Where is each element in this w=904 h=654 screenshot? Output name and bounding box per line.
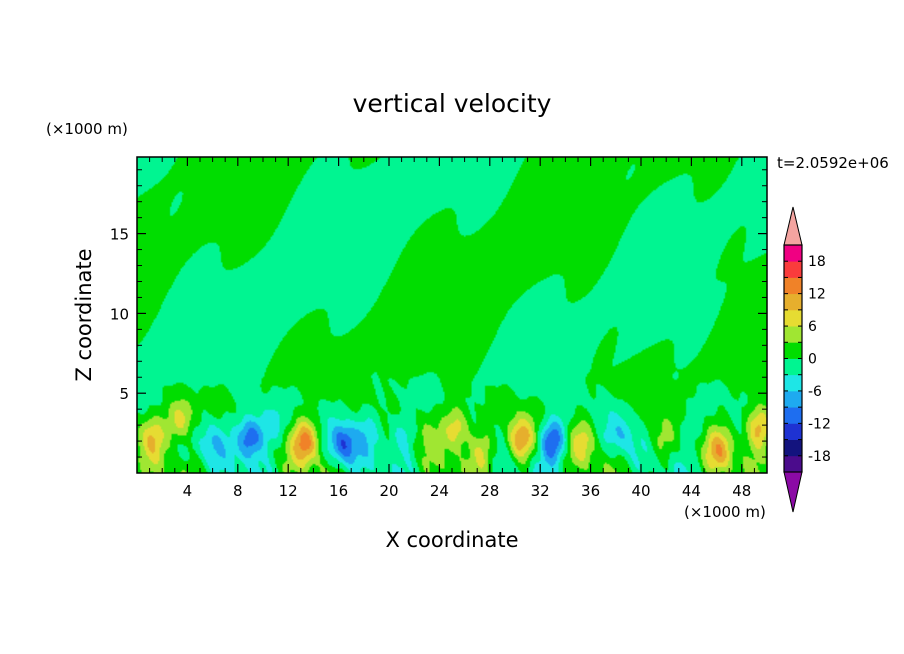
colorbar-swatch xyxy=(784,374,802,392)
colorbar-swatch xyxy=(784,407,802,424)
time-label: t=2.0592e+06 xyxy=(777,154,889,172)
contour-fill xyxy=(137,157,767,473)
colorbar-tick-label: 6 xyxy=(808,319,817,335)
colorbar-swatch xyxy=(784,326,802,343)
y-unit-label: (×1000 m) xyxy=(46,120,128,138)
colorbar-swatch xyxy=(784,390,802,408)
x-tick-label: 20 xyxy=(379,482,398,500)
colorbar-swatch xyxy=(784,423,802,440)
colorbar-swatch xyxy=(784,245,802,262)
colorbar-tick-label: 18 xyxy=(808,254,826,270)
x-tick-label: 32 xyxy=(531,482,550,500)
colorbar-swatch xyxy=(784,277,802,295)
x-tick-label: 24 xyxy=(430,482,449,500)
x-tick-label: 48 xyxy=(732,482,751,500)
x-axis-label: X coordinate xyxy=(385,528,518,552)
x-tick-label: 36 xyxy=(581,482,600,500)
x-tick-label: 40 xyxy=(631,482,650,500)
y-axis-label: Z coordinate xyxy=(72,248,96,381)
colorbar-swatch xyxy=(784,439,802,457)
x-tick-label: 12 xyxy=(279,482,298,500)
x-tick-label: 44 xyxy=(682,482,701,500)
colorbar-swatch xyxy=(784,293,802,311)
colorbar-swatch xyxy=(784,358,802,376)
colorbar-tick-label: 12 xyxy=(808,287,826,303)
colorbar-swatch xyxy=(784,309,802,327)
x-tick-label: 28 xyxy=(480,482,499,500)
y-tick-label: 15 xyxy=(110,226,129,244)
x-axis-ticks: 4 8 12 16 20 24 28 32 36 40 44 48 xyxy=(149,157,755,500)
x-tick-label: 16 xyxy=(329,482,348,500)
chart-title: vertical velocity xyxy=(353,89,552,118)
colorbar-swatch xyxy=(784,455,802,473)
colorbar-tick-label: 0 xyxy=(808,352,817,368)
colorbar-tick-label: -18 xyxy=(808,449,831,465)
y-axis-ticks: 5 10 15 xyxy=(110,169,767,458)
contour-field-image xyxy=(137,157,767,473)
x-unit-label: (×1000 m) xyxy=(684,503,766,521)
colorbar: -18 -12 -6 0 6 12 18 xyxy=(783,206,831,513)
colorbar-swatch xyxy=(784,342,802,359)
colorbar-tick-label: -6 xyxy=(808,384,822,400)
y-tick-label: 5 xyxy=(119,385,129,403)
x-tick-label: 8 xyxy=(233,482,243,500)
colorbar-swatch xyxy=(784,261,802,278)
colorbar-over-arrow xyxy=(783,206,803,246)
y-tick-label: 10 xyxy=(110,305,129,323)
colorbar-tick-label: -12 xyxy=(808,416,831,432)
x-tick-label: 4 xyxy=(183,482,193,500)
colorbar-under-arrow xyxy=(783,471,803,513)
